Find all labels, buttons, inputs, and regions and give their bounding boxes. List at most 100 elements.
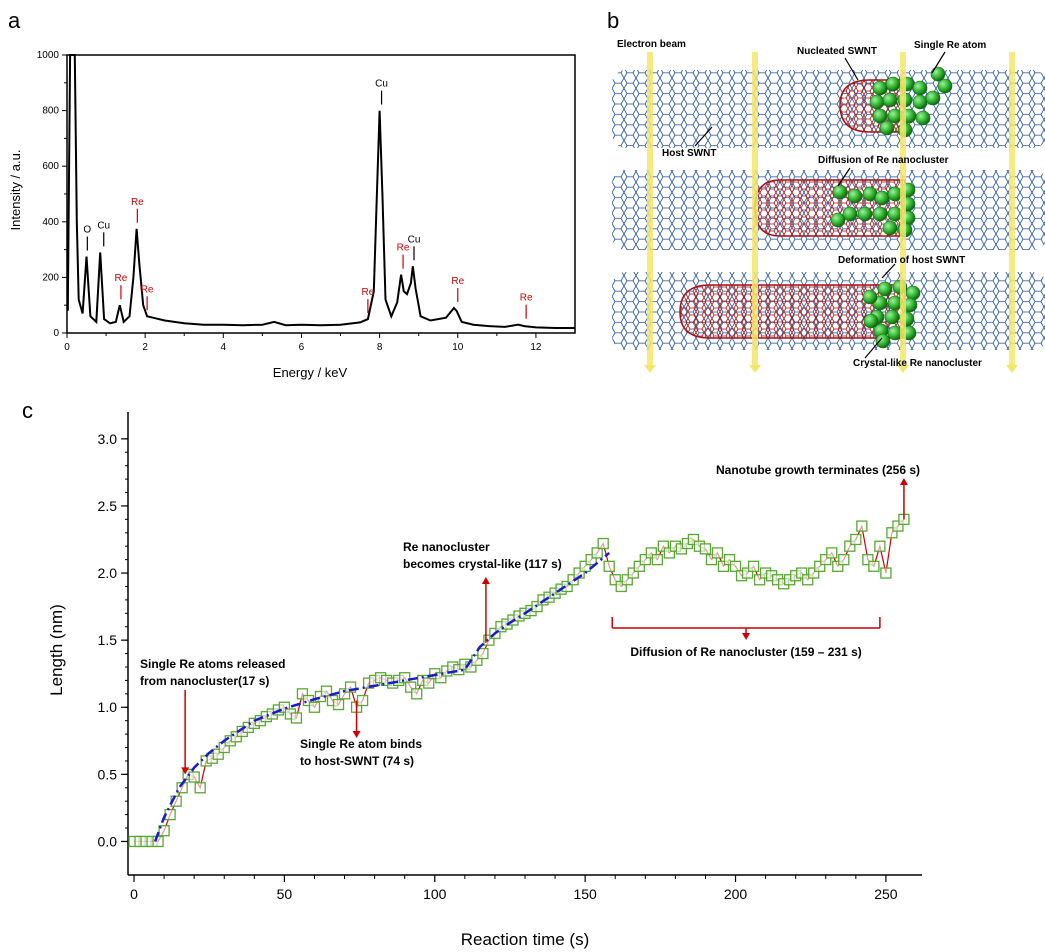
data-point [374,672,387,684]
data-point [399,672,411,684]
label-diffusion: Diffusion of Re nanocluster [818,155,949,166]
re-atom [847,188,863,204]
data-point [387,677,399,689]
data-point [248,717,260,730]
data-point [152,835,164,848]
data-point [477,647,489,660]
data-point [705,553,718,566]
re-atom [930,66,946,82]
re-atom [872,206,888,222]
data-point [675,543,688,555]
annotation-17s: from nanocluster(17 s) [140,674,269,688]
data-point [513,610,525,622]
data-point [332,698,345,711]
data-point [579,560,591,572]
data-point [284,708,297,720]
data-point [627,567,639,579]
data-point [338,688,351,700]
data-point [838,553,850,566]
re-atom [869,94,885,110]
re-atom [887,295,903,311]
data-point [753,574,766,586]
data-point [170,795,182,807]
peak-label: Re [397,243,410,254]
y-tick-label-a: 200 [42,272,59,283]
data-point [435,672,447,684]
swnt-schematic: Electron beam Nucleated SWNT Single Re a… [598,35,1045,375]
data-point [645,547,657,559]
data-point [717,560,730,572]
data-point [495,621,507,633]
nucleated-swnt-3 [679,284,906,339]
electron-beam [752,52,758,367]
y-tick-label-a: 1000 [37,50,60,61]
data-point [790,570,802,582]
data-point [651,553,663,566]
data-point [531,600,543,613]
arrow-256s-head [899,478,908,485]
data-point [759,567,772,579]
data-point [826,547,838,559]
data-point [747,560,760,572]
data-point [260,710,272,723]
re-atom [905,285,921,301]
arrow-117s-head [481,577,490,584]
data-point [368,674,381,687]
y-tick-label-c: 2.5 [98,498,118,514]
data-point [741,567,754,579]
re-atom [887,186,903,202]
data-point [633,560,645,572]
peak-label: Cu [375,79,388,90]
data-point [669,540,682,552]
re-atom [857,206,873,222]
ylabel-c: Length (nm) [47,604,66,696]
beam-arrowhead [897,365,909,373]
y-tick-label-c: 2.0 [98,565,118,581]
data-point [314,690,327,703]
re-atom [885,76,901,92]
data-point [537,594,549,606]
data-point [441,665,453,677]
data-point [140,835,152,848]
x-tick-label-a: 0 [64,342,70,353]
annotation-74s: to host-SWNT (74 s) [300,754,414,768]
peak-label: Cu [408,234,421,245]
arrow-diffusion [837,167,851,187]
annotation-diffusion: Diffusion of Re nanocluster (159 – 231 s… [630,645,861,659]
re-atom [872,80,888,96]
re-atom [882,92,898,108]
data-point [134,835,146,848]
re-atom [887,325,903,341]
annotation-117s: Re nanocluster [403,540,490,554]
annotation-117s: becomes crystal-like (117 s) [403,557,562,571]
data-point [729,560,742,572]
data-point [501,618,513,630]
label-host-swnt: Host SWNT [662,148,716,159]
beam-arrowhead [644,365,656,373]
x-tick-label-c: 200 [724,886,748,902]
data-point [639,553,651,566]
data-point [573,567,585,579]
data-point [206,752,218,764]
data-point [350,701,363,713]
data-point [465,661,477,673]
label-nucleated-swnt: Nucleated SWNT [797,46,877,57]
xlabel-a: Energy / keV [273,365,348,380]
panel-label-c: c [22,398,33,423]
data-point [555,583,567,595]
arrow-deformation [881,263,896,279]
data-point [489,627,501,640]
data-point [146,835,158,848]
data-point [128,835,140,848]
data-point [784,574,796,586]
data-point [832,560,844,572]
data-point [898,513,910,526]
y-tick-label-a: 800 [42,106,59,117]
label-electron-beam: Electron beam [617,39,686,50]
x-tick-label-c: 250 [874,886,898,902]
data-point [230,731,242,743]
data-point [693,540,706,552]
data-point [356,694,369,707]
data-point [621,574,633,586]
peak-label: O [83,225,91,236]
